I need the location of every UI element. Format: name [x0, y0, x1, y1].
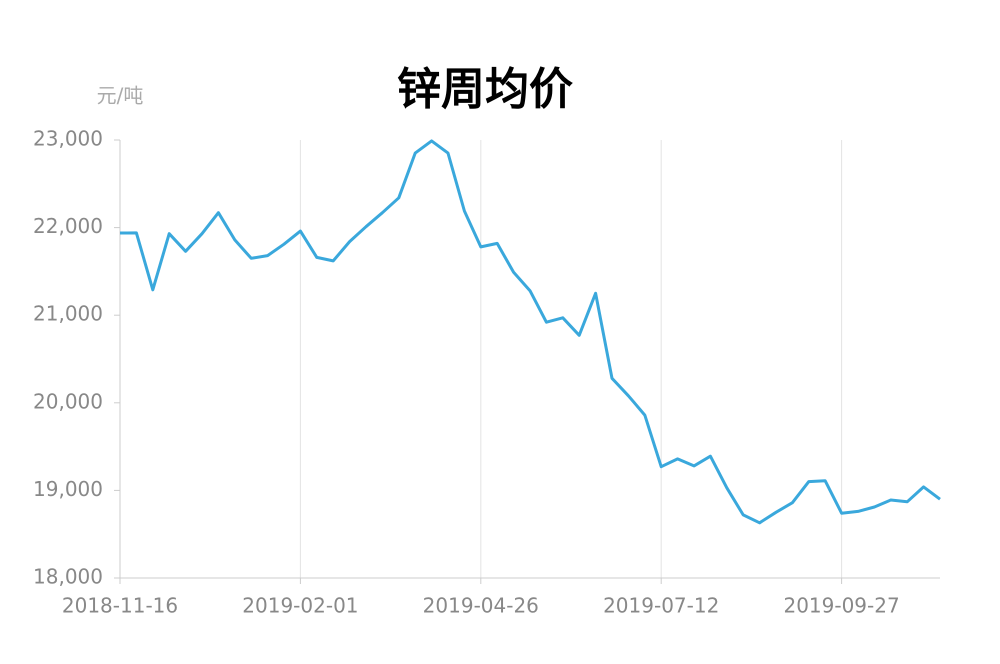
y-tick-label: 22,000: [33, 214, 103, 238]
y-tick-label: 23,000: [33, 127, 103, 151]
x-tick-label: 2018-11-16: [62, 594, 178, 618]
y-tick-label: 21,000: [33, 302, 103, 326]
x-tick-label: 2019-02-01: [242, 594, 358, 618]
chart-title: 锌周均价: [397, 64, 573, 115]
x-tick-label: 2019-09-27: [783, 594, 899, 618]
line: [119, 139, 941, 525]
y-axis-unit: 元/吨: [97, 84, 144, 108]
x-tick-label: 2019-07-12: [603, 594, 719, 618]
y-tick-label: 20,000: [33, 389, 103, 413]
y-tick-label: 18,000: [33, 565, 103, 589]
y-tick-label: 19,000: [33, 477, 103, 501]
x-tick-label: 2019-04-26: [423, 594, 539, 618]
